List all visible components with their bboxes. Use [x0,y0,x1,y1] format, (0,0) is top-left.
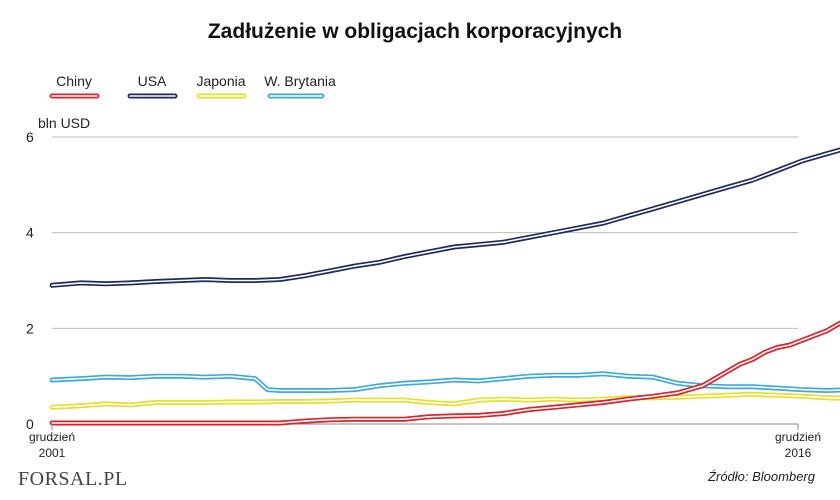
chart-title: Zadłużenie w obligacjach korporacyjnych [208,20,622,43]
legend-label: W. Brytania [264,73,336,89]
x-tick-label: 2016 [785,446,812,460]
x-tick-label: grudzień [29,430,75,444]
x-tick-label: 2001 [39,446,66,460]
legend-label: USA [138,73,167,89]
y-tick-label: 2 [26,320,34,336]
series-chiny [49,320,840,426]
source-note: Źródło: Bloomberg [707,469,816,484]
legend: Chiny USA Japonia W. Brytania [49,73,336,99]
series-usa [49,147,840,288]
series-lines [49,147,840,426]
legend-item: Chiny [49,73,100,99]
legend-label: Chiny [56,73,92,89]
grid [52,136,798,425]
legend-item: USA [127,73,178,99]
x-tick-label: grudzień [775,430,821,444]
legend-label: Japonia [196,73,245,89]
y-tick-labels: 0 2 4 6 [26,129,34,432]
legend-item: W. Brytania [264,73,336,99]
y-tick-label: 6 [26,129,34,145]
y-tick-label: 0 [26,416,34,432]
y-tick-label: 4 [26,225,34,241]
svg-text:FORSAL.PL: FORSAL.PL [18,468,128,490]
y-axis-unit: bln USD [38,115,90,131]
series-japonia [49,391,840,410]
forsal-logo: FORSAL.PL [18,468,128,490]
legend-item: Japonia [196,73,247,99]
series-w-brytania [49,371,840,393]
x-tick-labels: grudzień 2001 grudzień 2016 [29,424,821,460]
